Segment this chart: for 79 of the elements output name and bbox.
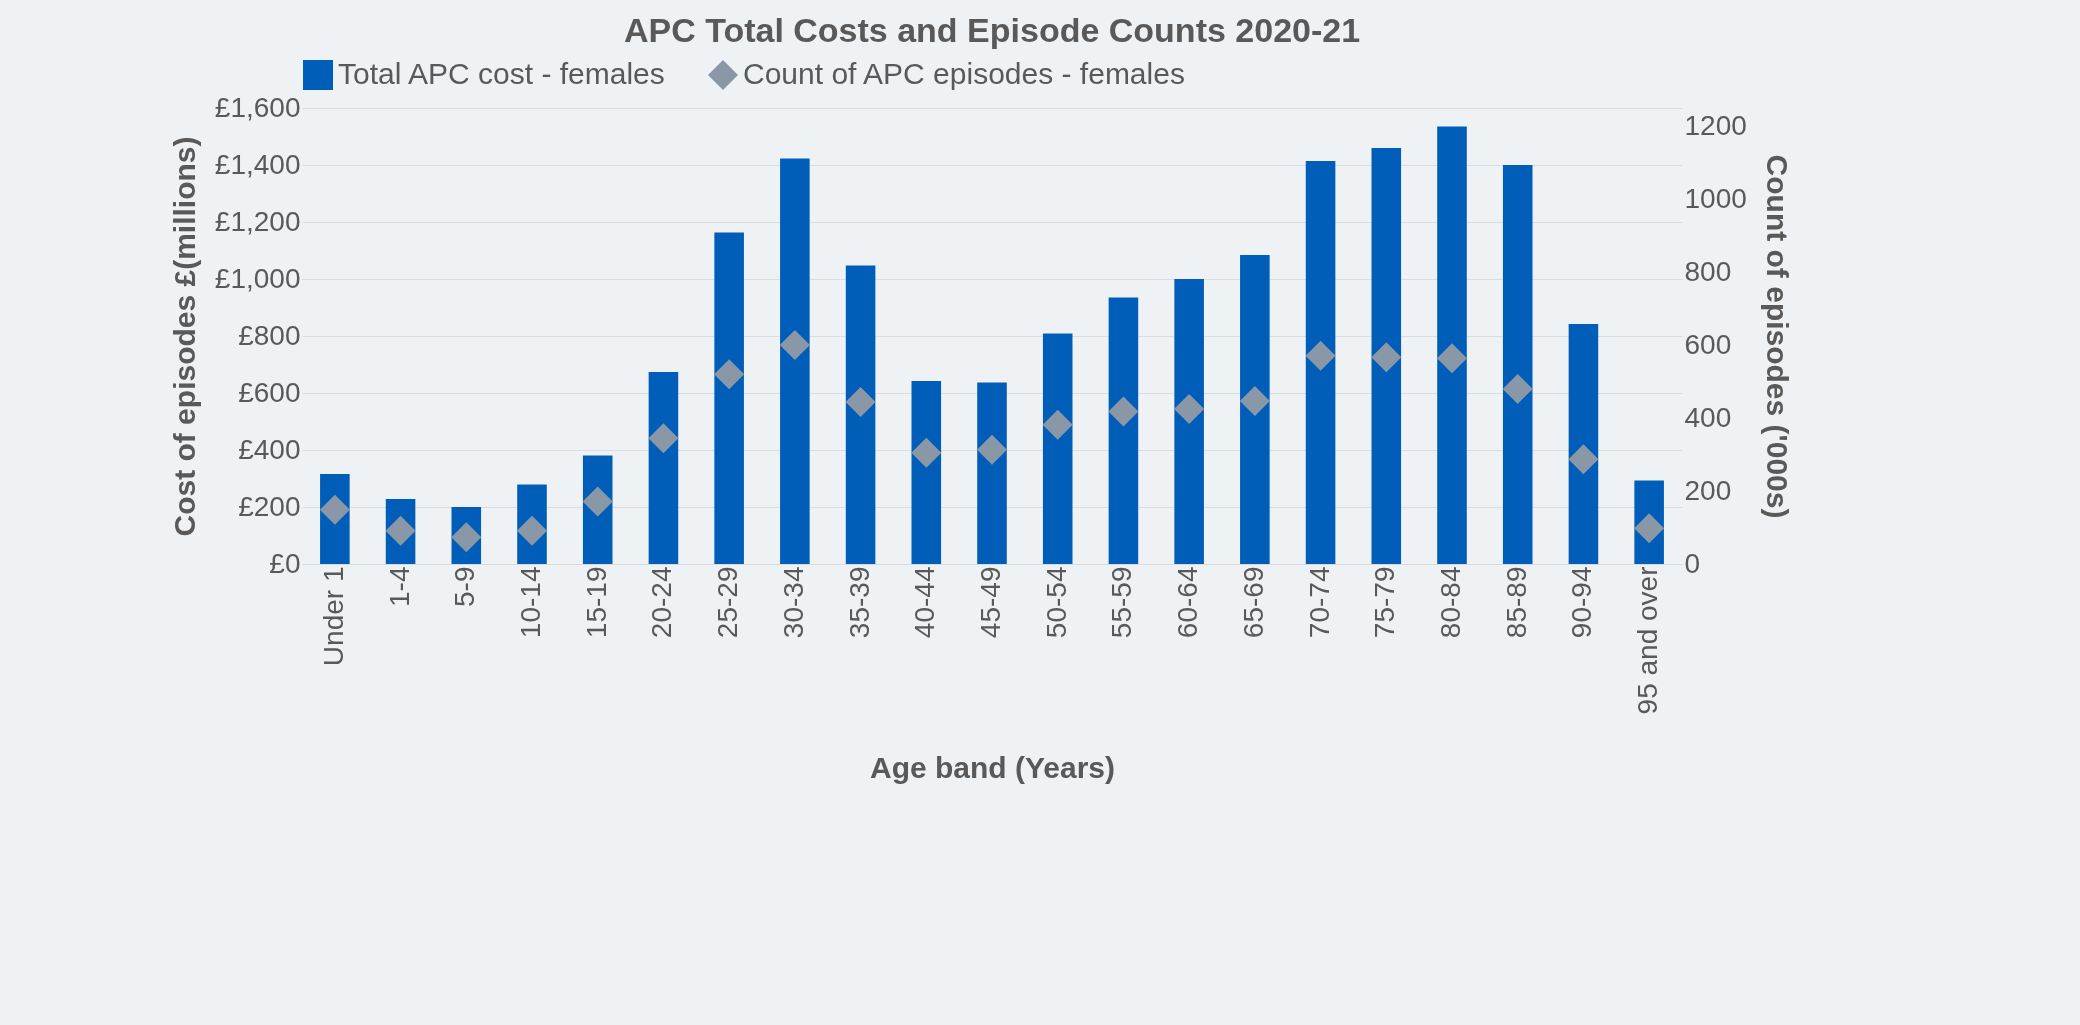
bar	[1108, 297, 1139, 564]
bar	[845, 265, 876, 564]
x-tick-label: 15-19	[580, 566, 612, 639]
point	[1108, 396, 1139, 427]
x-tick-label: 85-89	[1500, 566, 1532, 639]
bar	[911, 381, 942, 564]
point	[451, 522, 482, 553]
x-tick-label: 10-14	[515, 566, 546, 639]
point	[845, 387, 876, 418]
point	[1437, 343, 1467, 374]
x-tick-label: 80-84	[1435, 566, 1466, 639]
y-tick-label: £200	[238, 490, 301, 522]
x-axis-title: Age band (Years)	[869, 751, 1116, 785]
y2-tick-label: 400	[1684, 401, 1732, 433]
y-tick-label: £1,600	[214, 91, 301, 123]
y2-axis-title: Count of episodes ('000s)	[1760, 154, 1794, 519]
point	[385, 515, 416, 546]
bar	[1174, 279, 1204, 564]
x-tick-label: 25-29	[712, 566, 744, 639]
bar	[977, 382, 1007, 564]
bar	[648, 371, 679, 564]
y2-tick-label: 200	[1684, 474, 1732, 506]
y2-tick-label: 800	[1684, 255, 1732, 287]
bar	[1437, 126, 1467, 564]
bar	[714, 232, 744, 564]
x-tick-label: 50-54	[1040, 566, 1072, 639]
y-tick-label: £1,400	[214, 148, 301, 180]
x-tick-label: 95 and over	[1632, 566, 1664, 715]
point	[582, 486, 613, 517]
bar	[1502, 165, 1533, 564]
y-tick-label: £1,200	[214, 205, 301, 237]
point	[1239, 385, 1270, 416]
x-tick-label: 45-49	[975, 566, 1006, 639]
chart-title: APC Total Costs and Episode Counts 2020-21	[623, 11, 1361, 49]
bar	[1042, 333, 1073, 564]
x-tick-label: 30-34	[777, 566, 809, 639]
point	[1042, 409, 1073, 440]
x-tick-label: 35-39	[843, 566, 875, 639]
x-tick-label: 55-59	[1106, 566, 1138, 639]
bar	[1371, 147, 1402, 564]
point	[779, 330, 810, 361]
y2-tick-label: 0	[1684, 547, 1701, 579]
point	[1634, 513, 1665, 544]
point	[1568, 444, 1599, 475]
y2-tick-label: 1000	[1684, 182, 1747, 214]
x-tick-label: 5-9	[449, 566, 481, 607]
point	[1174, 393, 1205, 424]
x-tick-label: Under 1	[317, 566, 349, 667]
x-tick-label: 60-64	[1172, 566, 1204, 639]
x-tick-label: 20-24	[646, 566, 678, 639]
y-tick-label: £0	[269, 547, 301, 579]
legend-label: Total APC cost - females	[338, 57, 665, 90]
point	[517, 515, 547, 546]
x-tick-label: 90-94	[1566, 566, 1598, 639]
y-tick-label: £400	[238, 433, 301, 465]
y-tick-label: £600	[238, 376, 301, 408]
point	[319, 494, 350, 525]
bar	[1568, 324, 1599, 564]
bar	[780, 158, 810, 564]
y2-tick-label: 600	[1684, 328, 1732, 360]
point	[911, 437, 942, 468]
y-tick-label: £800	[238, 319, 301, 351]
point	[1371, 342, 1402, 373]
point	[648, 423, 679, 454]
bar	[1305, 161, 1336, 564]
point	[714, 359, 745, 390]
x-tick-label: 1-4	[383, 566, 415, 607]
y-axis-title: Cost of episodes £(millions)	[167, 136, 201, 537]
legend-label: Count of APC episodes - females	[743, 57, 1185, 90]
x-tick-label: 65-69	[1237, 566, 1269, 639]
x-tick-label: 70-74	[1303, 566, 1335, 639]
y-tick-label: £1,000	[214, 262, 301, 294]
x-tick-label: 75-79	[1369, 566, 1401, 639]
x-tick-label: 40-44	[909, 566, 941, 639]
point	[977, 434, 1007, 465]
point	[1502, 373, 1533, 404]
bar	[1240, 255, 1270, 564]
point	[1305, 340, 1336, 371]
y2-tick-label: 1200	[1684, 109, 1747, 141]
